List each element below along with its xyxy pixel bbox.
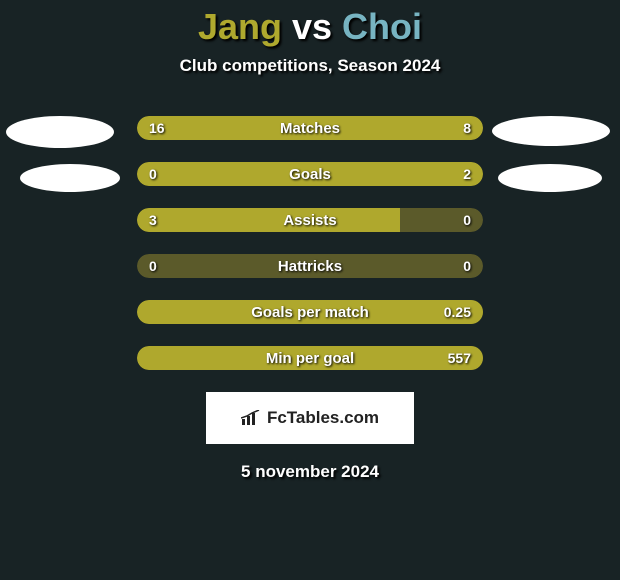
subtitle: Club competitions, Season 2024 xyxy=(0,56,620,76)
stat-rows: Matches168Goals02Assists30Hattricks00Goa… xyxy=(137,116,483,370)
stat-row: Matches16 8 xyxy=(137,116,483,140)
stat-value-p1: 0 xyxy=(149,162,157,186)
comparison-chart: Matches168Goals02Assists30Hattricks00Goa… xyxy=(0,116,620,370)
stat-label: Goals per match xyxy=(137,300,483,324)
stat-row: Goals per match0.25 xyxy=(137,300,483,324)
stat-row: Assists3 0 xyxy=(137,208,483,232)
player2-photo-top xyxy=(492,116,610,146)
stat-row: Hattricks0 0 xyxy=(137,254,483,278)
stat-value-p1: 3 xyxy=(149,208,157,232)
date: 5 november 2024 xyxy=(0,462,620,482)
stat-label: Goals xyxy=(137,162,483,186)
title-sep: vs xyxy=(282,6,342,47)
title-player2: Choi xyxy=(342,6,422,47)
chart-icon xyxy=(241,410,261,426)
player2-photo-bottom xyxy=(498,164,602,192)
page-title: Jang vs Choi xyxy=(0,0,620,48)
stat-label: Assists xyxy=(137,208,483,232)
stat-value-p2: 0.25 xyxy=(444,300,471,324)
stat-value-p1: 16 xyxy=(149,116,165,140)
stat-value-p2: 0 xyxy=(463,254,471,278)
player1-photo-top xyxy=(6,116,114,148)
player1-photo-bottom xyxy=(20,164,120,192)
branding-text: FcTables.com xyxy=(267,408,379,428)
stat-row: Min per goal557 xyxy=(137,346,483,370)
branding: FcTables.com xyxy=(206,392,414,444)
stat-label: Matches xyxy=(137,116,483,140)
stat-value-p1: 0 xyxy=(149,254,157,278)
stat-value-p2: 2 xyxy=(463,162,471,186)
stat-value-p2: 0 xyxy=(463,208,471,232)
stat-value-p2: 8 xyxy=(463,116,471,140)
stat-value-p2: 557 xyxy=(448,346,471,370)
stat-row: Goals0 2 xyxy=(137,162,483,186)
title-player1: Jang xyxy=(198,6,282,47)
stat-label: Hattricks xyxy=(137,254,483,278)
stat-label: Min per goal xyxy=(137,346,483,370)
